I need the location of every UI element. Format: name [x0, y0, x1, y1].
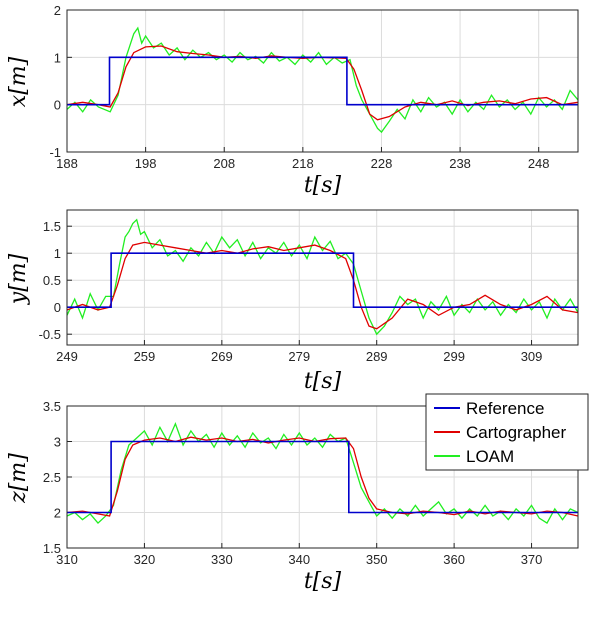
x-tick-label: 279: [288, 349, 310, 364]
x-tick-label: 299: [443, 349, 465, 364]
y-tick-label: 2.5: [43, 470, 61, 485]
x-tick-label: 320: [134, 552, 156, 567]
series-line-loam: [67, 422, 578, 525]
x-tick-label: 309: [521, 349, 543, 364]
plot-frame: [66, 9, 579, 153]
series-line-loam: [67, 218, 578, 336]
y-tick-label: 1.5: [43, 219, 61, 234]
x-axis-label: t[s]: [304, 173, 342, 198]
series-line-reference: [67, 56, 578, 106]
x-tick-label: 188: [56, 156, 78, 171]
panel-2: 249 259 269 279 289 299 309 -0.5 0 0.5 1 1.5 y[m] t[s…: [6, 209, 579, 394]
x-tick-label: 310: [56, 552, 78, 567]
legend-entry-label: Cartographer: [466, 423, 567, 442]
x-tick-label: 330: [211, 552, 233, 567]
x-tick-label: 269: [211, 349, 233, 364]
x-tick-label: 208: [213, 156, 235, 171]
x-axis-label: t[s]: [304, 569, 342, 594]
y-tick-label: 1: [54, 246, 61, 261]
x-tick-label: 289: [366, 349, 388, 364]
y-tick-label: 0.5: [43, 273, 61, 288]
series-line-cartographer: [67, 436, 578, 517]
x-axis-label: t[s]: [304, 369, 342, 394]
y-tick-label: 2: [54, 506, 61, 521]
plot-area: [67, 10, 578, 152]
y-tick-label: 1.5: [43, 541, 61, 556]
y-tick-label: 2: [54, 3, 61, 18]
y-tick-label: 3: [54, 435, 61, 450]
legend-entry-label: Reference: [466, 399, 544, 418]
y-tick-label: 0: [54, 300, 61, 315]
x-tick-label: 228: [371, 156, 393, 171]
x-tick-label: 259: [134, 349, 156, 364]
x-tick-label: 198: [135, 156, 157, 171]
y-tick-label: 1: [54, 50, 61, 65]
series-line-reference: [67, 440, 578, 514]
y-axis-label: x[m]: [6, 56, 31, 107]
x-tick-label: 360: [443, 552, 465, 567]
panel-1: 188 198 208 218 228 238 248 -1 0 1 2 x[m] t[s]: [6, 3, 579, 198]
plot-frame: [66, 209, 579, 346]
plot-area: [67, 210, 578, 345]
y-axis-label: z[m]: [6, 453, 31, 504]
x-tick-label: 218: [292, 156, 314, 171]
plot-frame: [66, 405, 579, 549]
x-tick-label: 340: [288, 552, 310, 567]
series-line-cartographer: [67, 241, 578, 330]
x-tick-label: 350: [366, 552, 388, 567]
legend: Reference Cartographer LOAM: [425, 393, 589, 471]
y-tick-label: -0.5: [39, 327, 61, 342]
y-axis-label: y[m]: [6, 253, 31, 305]
x-tick-label: 370: [521, 552, 543, 567]
series-line-loam: [67, 26, 578, 134]
y-tick-label: -1: [49, 145, 61, 160]
y-tick-label: 0: [54, 98, 61, 113]
legend-entry-label: LOAM: [466, 447, 514, 466]
x-tick-label: 248: [528, 156, 550, 171]
x-tick-label: 238: [449, 156, 471, 171]
series-line-reference: [67, 252, 578, 308]
x-tick-label: 249: [56, 349, 78, 364]
panel-3: 310 320 330 340 350 360 370 1.5 2 2.5 3 3.5 z[m] t[s]: [6, 399, 579, 594]
y-tick-label: 3.5: [43, 399, 61, 414]
